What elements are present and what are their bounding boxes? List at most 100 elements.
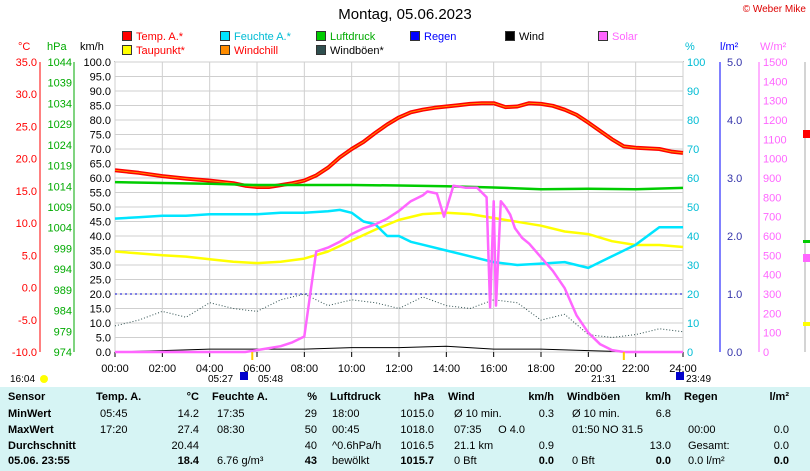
tick-label-press: 994 <box>54 264 72 276</box>
tick-label-hum: 70 <box>687 144 699 156</box>
tick-label-solar: 1100 <box>763 134 787 146</box>
table-cell: 0.0 <box>655 455 671 467</box>
tick-label-time: 06:00 <box>243 363 271 375</box>
tick-label-press: 1039 <box>48 78 72 90</box>
table-cell: 29 <box>304 408 317 420</box>
table-header-cell: Windböen <box>567 391 621 403</box>
table-cell: ^0.6hPa/h <box>332 440 382 452</box>
legend-item: Wind <box>505 31 544 43</box>
tick-label-hum: 40 <box>687 231 699 243</box>
tick-label-wind: 70.0 <box>90 144 111 156</box>
table-cell: 0.0 <box>773 440 789 452</box>
legend-label: Taupunkt* <box>136 45 185 57</box>
tick-label-rain: 2.0 <box>727 231 742 243</box>
table-cell: 05:45 <box>100 408 128 420</box>
table-cell: 17:35 <box>217 408 245 420</box>
tick-label-solar: 500 <box>763 250 781 262</box>
tick-label-solar: 1300 <box>763 96 787 108</box>
legend-swatch <box>316 45 326 55</box>
legend-swatch <box>122 45 132 55</box>
legend-label: Feuchte A.* <box>234 31 291 43</box>
tick-label-time: 00:00 <box>101 363 129 375</box>
tick-label-press: 1019 <box>48 161 72 173</box>
tick-label-hum: 100 <box>687 57 705 69</box>
tick-label-wind: 90.0 <box>90 86 111 98</box>
table-cell: 0.0 <box>538 455 554 467</box>
legend-swatch <box>122 31 132 41</box>
legend-swatch <box>220 31 230 41</box>
tick-label-time: 18:00 <box>527 363 555 375</box>
tick-label-wind: 25.0 <box>90 275 111 287</box>
tick-label-solar: 300 <box>763 289 781 301</box>
tick-label-hum: 0 <box>687 347 693 359</box>
tick-label-press: 1009 <box>48 202 72 214</box>
edge-mark-temp <box>803 130 810 138</box>
copyright: © Weber Mike <box>742 4 806 15</box>
table-cell: 0 Bft <box>572 455 595 467</box>
table-cell: 00:45 <box>332 424 360 436</box>
weather-chart: °C hPa km/h% l/m² W/m²100.095.090.085.080.07… <box>10 41 810 385</box>
tick-label-temp: 15.0 <box>16 186 37 198</box>
tick-label-hum: 20 <box>687 289 699 301</box>
table-cell: O 4.0 <box>498 424 525 436</box>
table-header-cell: Regen <box>684 391 718 403</box>
tick-label-wind: 30.0 <box>90 260 111 272</box>
table-header-cell: km/h <box>528 391 554 403</box>
tick-label-solar: 600 <box>763 231 781 243</box>
table-header-cell: Wind <box>448 391 475 403</box>
table-header-cell: Feuchte A. <box>212 391 268 403</box>
tick-label-temp: 5.0 <box>22 250 37 262</box>
axis-header-hum: % <box>685 41 695 53</box>
legend-swatch <box>316 31 326 41</box>
table-cell: 0.0 l/m² <box>688 455 725 467</box>
table-header-cell: Temp. A. <box>96 391 142 403</box>
tick-label-press: 979 <box>54 326 72 338</box>
edge-mark-solar <box>803 254 810 262</box>
table-cell: 1015.0 <box>400 408 434 420</box>
table-cell: 20.44 <box>171 440 199 452</box>
sunset-marker <box>676 372 684 380</box>
axis-header-solar: W/m² <box>760 41 787 53</box>
edge-mark-dew <box>803 322 810 326</box>
series-line <box>114 208 683 270</box>
tick-label-wind: 55.0 <box>90 188 111 200</box>
tick-label-solar: 900 <box>763 173 781 185</box>
table-cell: 18.4 <box>177 455 199 467</box>
table-header-cell: Luftdruck <box>330 391 381 403</box>
tick-label-rain: 3.0 <box>727 173 742 185</box>
tick-label-time: 12:00 <box>385 363 413 375</box>
tick-label-solar: 0 <box>763 347 769 359</box>
table-header-cell: hPa <box>413 391 434 403</box>
table-cell: 40 <box>304 440 317 452</box>
tick-label-rain: 1.0 <box>727 289 742 301</box>
tick-label-press: 984 <box>54 306 72 318</box>
table-header-cell: km/h <box>645 391 671 403</box>
edge-mark-press <box>803 240 810 243</box>
tick-label-wind: 40.0 <box>90 231 111 243</box>
table-cell: 21.1 km <box>454 440 494 452</box>
table-cell: 14.2 <box>177 408 199 420</box>
table-cell: 05.06. 23:55 <box>8 455 70 467</box>
legend-item: Solar <box>598 31 638 43</box>
table-cell: 1016.5 <box>400 440 434 452</box>
table-cell: 0.3 <box>538 408 554 420</box>
tick-label-press: 1034 <box>48 98 72 110</box>
table-cell: 18:00 <box>332 408 360 420</box>
tick-label-solar: 400 <box>763 270 781 282</box>
legend-item: Taupunkt* <box>122 45 185 57</box>
table-cell: bewölkt <box>332 455 370 467</box>
tick-label-wind: 35.0 <box>90 246 111 258</box>
tick-label-solar: 1200 <box>763 115 787 127</box>
table-cell: Durchschnitt <box>8 440 76 452</box>
tick-label-temp: 0.0 <box>22 283 37 295</box>
chart-header: Montag, 05.06.2023 © Weber Mike Temp. A.… <box>0 0 810 62</box>
tick-label-temp: 30.0 <box>16 89 37 101</box>
tick-label-wind: 0.0 <box>96 347 111 359</box>
tick-label-hum: 80 <box>687 115 699 127</box>
legend-label: Windböen* <box>330 45 384 57</box>
legend-swatch <box>598 31 608 41</box>
legend-label: Solar <box>612 31 638 43</box>
legend-item: Regen <box>410 31 456 43</box>
tick-label-temp: 35.0 <box>16 57 37 69</box>
legend-item: Windböen* <box>316 45 384 57</box>
